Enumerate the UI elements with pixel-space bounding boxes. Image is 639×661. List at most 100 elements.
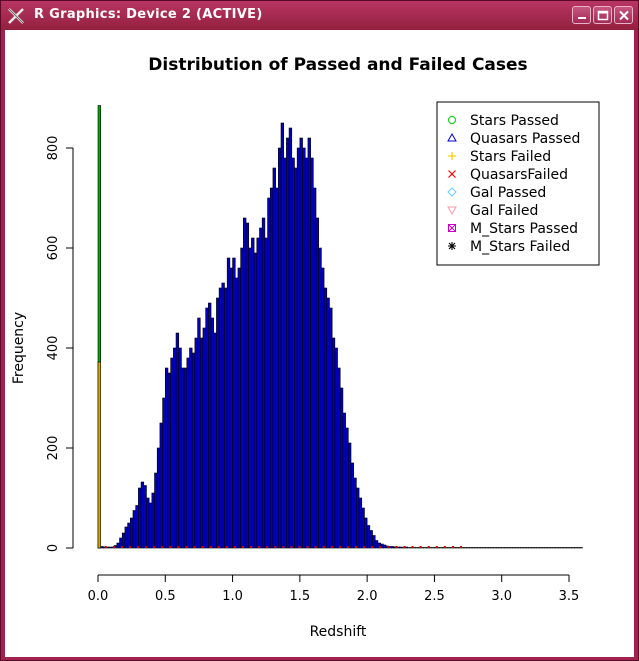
- histogram-bar: [574, 547, 578, 549]
- failed-bar: [217, 546, 220, 548]
- histogram-bar: [358, 497, 363, 549]
- failed-bar: [209, 546, 212, 548]
- histogram-bar: [240, 247, 244, 549]
- histogram-bar: [283, 157, 287, 549]
- histogram-bar: [501, 547, 505, 549]
- histogram-bar: [221, 282, 225, 549]
- histogram-bar: [272, 167, 276, 549]
- histogram-bar: [264, 237, 268, 549]
- legend-box: [436, 101, 600, 266]
- minimize-button[interactable]: [572, 6, 591, 24]
- y-tick-label: 0: [46, 544, 61, 552]
- close-icon: [619, 10, 629, 21]
- histogram-bar: [509, 547, 513, 549]
- histogram-bar: [318, 247, 322, 549]
- legend-entry-label: Stars Failed: [470, 149, 551, 165]
- histogram-bar: [334, 347, 338, 549]
- histogram-bar: [243, 217, 247, 549]
- histogram-bar: [159, 422, 163, 549]
- histogram-bar: [197, 317, 201, 549]
- histogram-bar: [455, 547, 459, 549]
- triangle-down-icon: [447, 206, 457, 216]
- histogram-bar: [251, 237, 255, 549]
- y-tick-label: 600: [46, 236, 61, 261]
- histogram-bar: [202, 327, 206, 549]
- histogram-bar: [278, 147, 282, 549]
- histogram-bar: [399, 546, 403, 549]
- histogram-bar: [294, 167, 298, 549]
- histogram-bar: [97, 361, 101, 549]
- histogram-bar: [304, 157, 309, 549]
- chart-title: Distribution of Passed and Failed Cases: [148, 55, 527, 75]
- histogram-bar: [167, 372, 171, 549]
- x-tick-label: 1.0: [222, 589, 243, 604]
- failed-bar: [379, 546, 382, 548]
- axes: 0.0 0.5 1.0 1.5 2.0 2.5 3.0 3.5 0 200 400 600 800: [46, 136, 579, 604]
- histogram-bar: [234, 277, 239, 549]
- histogram-bar: [514, 547, 519, 549]
- y-axis-label: Frequency: [11, 312, 27, 384]
- legend-entry-label: QuasarsFailed: [470, 167, 568, 183]
- boxed-x-icon: [448, 224, 456, 232]
- x-tick-label: 3.5: [559, 589, 580, 604]
- histogram-bar: [288, 127, 293, 549]
- histogram-bar: [323, 287, 328, 549]
- histogram-bar: [549, 547, 554, 549]
- failed-bar: [274, 546, 277, 548]
- y-tick-label: 800: [46, 136, 61, 161]
- histogram-bar: [482, 547, 486, 549]
- histogram-bar: [208, 302, 212, 549]
- histogram-bar: [366, 525, 371, 549]
- histogram-bar: [566, 547, 570, 549]
- histogram-bar: [175, 332, 180, 549]
- histogram-bar: [321, 267, 325, 549]
- histogram-bar: [493, 547, 497, 549]
- failed-bar: [355, 546, 358, 548]
- histogram-bar: [267, 197, 271, 549]
- histogram-bar: [474, 547, 478, 549]
- histogram-bar: [348, 442, 352, 549]
- histogram-bar: [194, 337, 198, 549]
- histogram-bar: [108, 546, 112, 549]
- window-title: R Graphics: Device 2 (ACTIVE): [34, 7, 263, 22]
- failed-bar: [201, 546, 204, 548]
- maximize-button[interactable]: [593, 6, 612, 24]
- histogram-bar: [275, 187, 279, 549]
- histogram-bar: [447, 547, 451, 549]
- legend-entry-label: Stars Passed: [470, 113, 559, 129]
- failed-bar: [363, 546, 366, 548]
- plot-area: Distribution of Passed and Failed Cases …: [5, 30, 634, 657]
- close-button[interactable]: [614, 6, 633, 24]
- failed-bar: [330, 546, 333, 548]
- histogram-bar: [423, 547, 427, 549]
- histogram-bar: [555, 547, 559, 549]
- histogram-bar: [541, 547, 546, 549]
- histogram-bar: [525, 547, 529, 549]
- failed-bar: [427, 546, 430, 548]
- histogram-bar: [173, 347, 177, 549]
- histogram-bar: [571, 547, 575, 549]
- maximize-icon: [597, 10, 609, 21]
- histogram-bar: [560, 547, 564, 549]
- x-tick-label: 2.0: [357, 589, 378, 604]
- histogram-bar: [256, 237, 260, 549]
- failed-bar: [225, 546, 228, 548]
- histogram-bar: [269, 187, 274, 549]
- histogram-bar: [356, 487, 360, 549]
- histogram-bar: [479, 547, 484, 549]
- histogram-bar: [477, 547, 481, 549]
- histogram-bar: [531, 547, 535, 549]
- histogram-bar: [280, 122, 285, 549]
- title-bar[interactable]: R Graphics: Device 2 (ACTIVE): [1, 1, 638, 30]
- histogram-bar: [557, 547, 562, 549]
- histogram-bar: [129, 517, 134, 549]
- histogram-bar: [382, 544, 387, 549]
- histogram-bar: [342, 412, 346, 549]
- failed-bar: [346, 546, 349, 548]
- minimize-icon: [578, 17, 586, 19]
- failed-bar: [338, 546, 341, 548]
- histogram-bar: [466, 547, 470, 549]
- histogram-bar: [245, 222, 250, 549]
- histogram-bar: [226, 257, 231, 549]
